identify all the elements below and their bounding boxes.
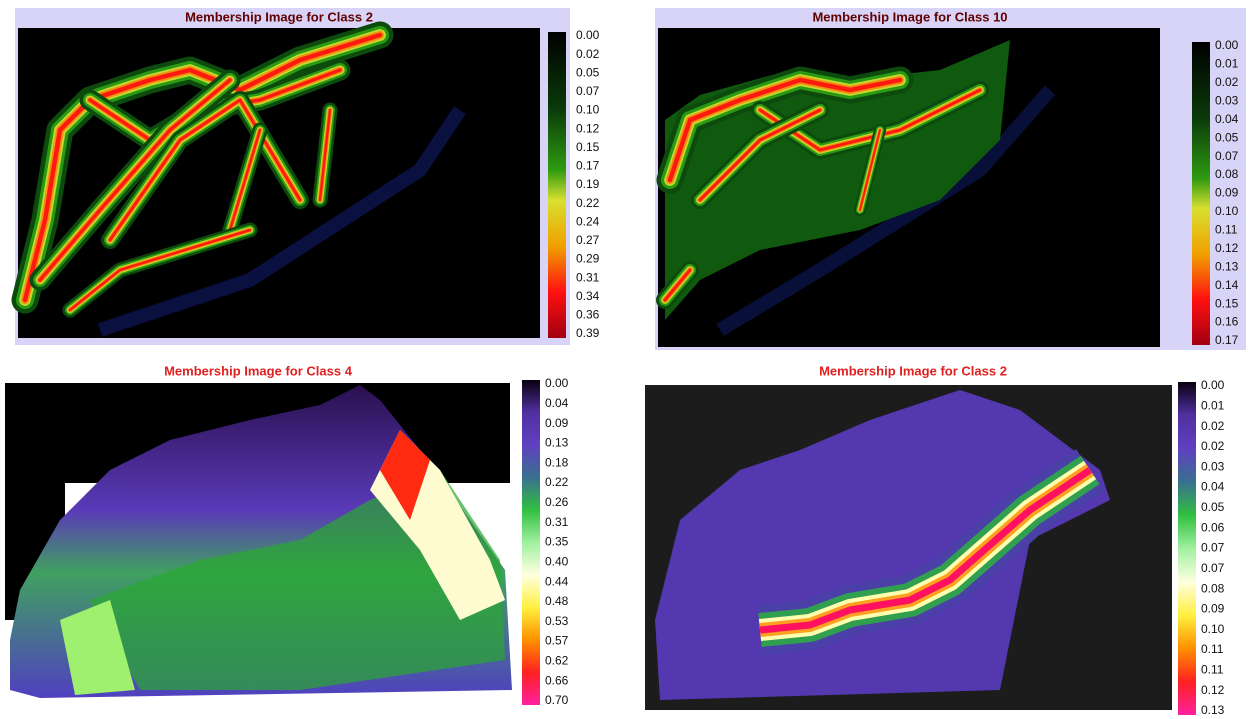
- legend-label: 0.39: [576, 326, 600, 340]
- legend-label: 0.11: [1201, 642, 1224, 656]
- legend-label: 0.01: [1201, 398, 1225, 412]
- legend-label: 0.10: [1215, 204, 1239, 218]
- legend-label: 0.17: [1215, 333, 1239, 347]
- legend-label: 0.31: [545, 515, 569, 529]
- legend-label: 0.02: [1201, 419, 1225, 433]
- legend-bar: [1192, 42, 1210, 345]
- legend-label: 0.08: [1215, 167, 1239, 181]
- legend-label: 0.00: [576, 28, 600, 42]
- legend-label: 0.48: [545, 594, 569, 608]
- legend-label: 0.12: [576, 121, 600, 135]
- legend-label: 0.08: [1201, 581, 1225, 595]
- panel-title: Membership Image for Class 4: [164, 363, 353, 378]
- legend-label: 0.70: [545, 693, 569, 707]
- legend-label: 0.17: [576, 159, 600, 173]
- legend-label: 0.04: [545, 396, 569, 410]
- legend-label: 0.31: [576, 270, 600, 284]
- legend-label: 0.07: [1201, 541, 1225, 555]
- legend-label: 0.01: [1215, 57, 1239, 71]
- legend-label: 0.19: [576, 177, 600, 191]
- legend-label: 0.05: [576, 65, 600, 79]
- legend-label: 0.00: [1215, 38, 1239, 52]
- legend-label: 0.22: [545, 475, 569, 489]
- figure: Membership Image for Class 2 0.00 0.02 0.05…: [0, 0, 1248, 719]
- legend-label: 0.03: [1201, 459, 1225, 473]
- legend-label: 0.22: [576, 196, 600, 210]
- legend-label: 0.44: [545, 574, 569, 588]
- legend-label: 0.00: [1201, 378, 1225, 392]
- legend-label: 0.36: [576, 308, 600, 322]
- legend-label: 0.03: [1215, 93, 1239, 107]
- legend-label: 0.14: [1215, 278, 1239, 292]
- legend-label: 0.34: [576, 289, 600, 303]
- legend-label: 0.12: [1215, 241, 1239, 255]
- legend-label: 0.05: [1201, 500, 1225, 514]
- legend-label: 0.05: [1215, 130, 1239, 144]
- map-panel: Membership Image for Class 2 0.00 0.02 0.05…: [15, 8, 600, 345]
- map-panel: Membership Image for Class 2 0.00 0.01 0.02…: [645, 363, 1225, 717]
- legend-label: 0.11: [1201, 663, 1224, 677]
- legend-label: 0.02: [576, 47, 600, 61]
- legend-label: 0.02: [1215, 75, 1239, 89]
- legend-label: 0.13: [1201, 703, 1225, 717]
- legend-label: 0.04: [1215, 112, 1239, 126]
- legend-label: 0.40: [545, 554, 569, 568]
- legend-label: 0.09: [1215, 186, 1239, 200]
- panel-title: Membership Image for Class 2: [819, 363, 1007, 378]
- map-panel: Membership Image for Class 10 0.00 0.01 0.0…: [655, 8, 1246, 350]
- map-panel: Membership Image for Class 4 0.00 0.04 0.09…: [5, 363, 569, 707]
- legend-label: 0.06: [1201, 520, 1225, 534]
- panel-title: Membership Image for Class 2: [185, 9, 373, 24]
- legend-label: 0.07: [1201, 561, 1225, 575]
- panel-title: Membership Image for Class 10: [812, 9, 1007, 24]
- legend-label: 0.15: [576, 140, 600, 154]
- legend-label: 0.13: [545, 436, 569, 450]
- legend-label: 0.35: [545, 535, 569, 549]
- legend-label: 0.09: [1201, 602, 1225, 616]
- legend-label: 0.11: [1215, 223, 1238, 237]
- legend-label: 0.16: [1215, 315, 1239, 329]
- legend-label: 0.27: [576, 233, 600, 247]
- legend-bar: [1178, 382, 1196, 715]
- legend-label: 0.00: [545, 376, 569, 390]
- legend-label: 0.04: [1201, 480, 1225, 494]
- legend-label: 0.12: [1201, 683, 1225, 697]
- legend-label: 0.18: [545, 455, 569, 469]
- legend-label: 0.53: [545, 614, 569, 628]
- legend-label: 0.66: [545, 673, 569, 687]
- legend-bar: [548, 32, 566, 338]
- legend-label: 0.10: [1201, 622, 1225, 636]
- legend-label: 0.26: [545, 495, 569, 509]
- legend-label: 0.02: [1201, 439, 1225, 453]
- legend-bar: [522, 380, 540, 705]
- legend-label: 0.09: [545, 416, 569, 430]
- legend-label: 0.29: [576, 252, 600, 266]
- legend-label: 0.57: [545, 634, 569, 648]
- legend-label: 0.07: [1215, 149, 1239, 163]
- legend-label: 0.07: [576, 84, 600, 98]
- legend-label: 0.24: [576, 214, 600, 228]
- legend-label: 0.10: [576, 103, 600, 117]
- legend-label: 0.62: [545, 654, 569, 668]
- legend-label: 0.13: [1215, 259, 1239, 273]
- legend-label: 0.15: [1215, 296, 1239, 310]
